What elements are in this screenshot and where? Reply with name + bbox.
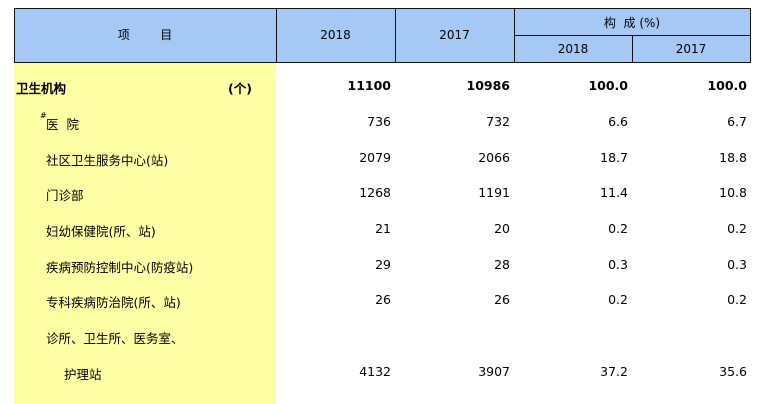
- row-unit: (个): [228, 81, 252, 96]
- header-divider: [395, 8, 396, 63]
- cell-2018: 2079: [359, 150, 391, 165]
- cell-comp-2017: 0.2: [727, 292, 747, 307]
- row-marker: #: [40, 111, 47, 120]
- header-composition: 构 成 (%): [603, 16, 661, 30]
- cell-2017: 20: [494, 221, 510, 236]
- header-left-border: [14, 8, 15, 63]
- cell-comp-2018: 37.2: [600, 364, 628, 379]
- row-label-clinics-line1: 诊所、卫生所、医务室、: [46, 331, 184, 346]
- cell-comp-2018: 18.7: [600, 150, 628, 165]
- cell-2017: 732: [486, 114, 510, 129]
- header-top-border: [14, 8, 750, 9]
- cell-2018: 21: [375, 221, 391, 236]
- cell-2017: 1191: [478, 185, 510, 200]
- cell-comp-2018: 0.2: [608, 292, 628, 307]
- header-year-2017: 2017: [439, 28, 470, 42]
- cell-2017: 28: [494, 257, 510, 272]
- cell-comp-2018: 6.6: [608, 114, 628, 129]
- row-label-clinics-line2: 护理站: [64, 367, 102, 382]
- cell-comp-2017: 0.3: [727, 257, 747, 272]
- cell-comp-2017: 35.6: [719, 364, 747, 379]
- header-comp-2017: 2017: [675, 42, 707, 56]
- header-item: 项 目: [117, 28, 173, 42]
- row-label-community-health-center: 社区卫生服务中心(站): [46, 153, 169, 168]
- label-column-background: [14, 63, 276, 404]
- header-divider: [632, 35, 633, 63]
- cell-2017: 10986: [466, 78, 511, 93]
- row-label-disease-control-center: 疾病预防控制中心(防疫站): [46, 260, 194, 275]
- row-label-maternal-child-health: 妇幼保健院(所、站): [46, 224, 156, 239]
- cell-comp-2017: 18.8: [719, 150, 747, 165]
- cell-comp-2018: 100.0: [588, 78, 628, 93]
- header-year-2018: 2018: [320, 28, 351, 42]
- cell-2018: 29: [375, 257, 391, 272]
- row-label-specialty-disease-hospital: 专科疾病防治院(所、站): [46, 295, 181, 310]
- cell-2018: 1268: [359, 185, 391, 200]
- cell-comp-2017: 6.7: [727, 114, 747, 129]
- cell-comp-2017: 0.2: [727, 221, 747, 236]
- row-label-clinic-department: 门诊部: [46, 188, 84, 203]
- cell-2018: 4132: [359, 364, 391, 379]
- cell-comp-2018: 11.4: [600, 185, 628, 200]
- cell-2017: 3907: [478, 364, 510, 379]
- header-divider: [514, 8, 515, 63]
- cell-comp-2017: 10.8: [719, 185, 747, 200]
- cell-comp-2018: 0.2: [608, 221, 628, 236]
- cell-comp-2017: 100.0: [707, 78, 747, 93]
- header-comp-2018: 2018: [557, 42, 589, 56]
- cell-2018: 736: [367, 114, 391, 129]
- row-label-health-institutions: 卫生机构: [16, 81, 67, 96]
- cell-2017: 2066: [478, 150, 510, 165]
- row-label-hospital: 医 院: [46, 117, 79, 132]
- header-divider: [276, 8, 277, 63]
- header-bottom-border: [14, 62, 750, 63]
- cell-2018: 11100: [347, 78, 392, 93]
- cell-2017: 26: [494, 292, 510, 307]
- cell-comp-2018: 0.3: [608, 257, 628, 272]
- cell-2018: 26: [375, 292, 391, 307]
- header-right-border: [750, 8, 751, 63]
